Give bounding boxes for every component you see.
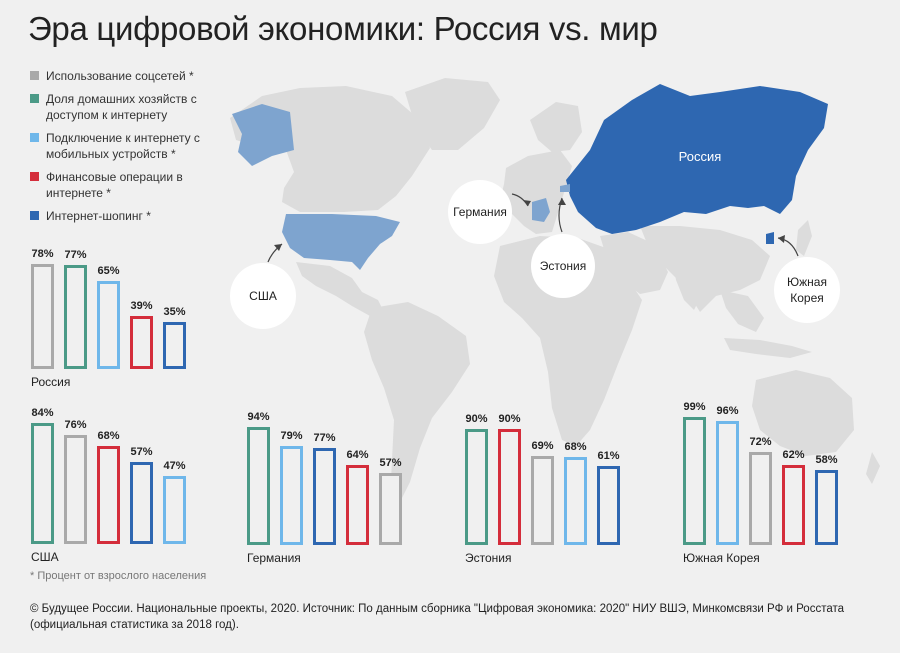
bar-value-label: 57% <box>130 446 153 458</box>
bar <box>498 429 521 545</box>
bar <box>280 446 303 545</box>
source-note: © Будущее России. Национальные проекты, … <box>30 603 845 631</box>
bar-value-label: 65% <box>97 265 120 277</box>
legend-swatch <box>30 172 39 181</box>
country-label: Россия <box>31 375 71 389</box>
alaska-shape <box>232 104 294 166</box>
bar <box>97 446 120 544</box>
bar-value-label: 96% <box>716 405 739 417</box>
label-usa-text: США <box>249 289 277 303</box>
bar <box>31 264 54 369</box>
bar <box>163 476 186 544</box>
bar <box>64 265 87 369</box>
legend-item: Доля домашних хозяйств с доступом к инте… <box>30 91 206 123</box>
bar-value-label: 64% <box>346 449 369 461</box>
bar-value-label: 90% <box>465 413 488 425</box>
bar <box>782 465 805 545</box>
bar <box>683 417 706 545</box>
arrow-heads <box>274 198 785 251</box>
country-label: Эстония <box>465 551 512 565</box>
bar <box>64 435 87 544</box>
bar-value-label: 78% <box>31 248 54 260</box>
bar <box>97 281 120 369</box>
legend-item: Подключение к интернету с мобильных устр… <box>30 130 216 162</box>
bar <box>716 421 739 545</box>
label-estonia-text: Эстония <box>540 259 587 273</box>
bar-value-label: 68% <box>564 441 587 453</box>
country-label: Южная Корея <box>683 551 760 565</box>
germany-shape <box>532 198 550 222</box>
label-germany: Германия <box>448 180 512 244</box>
bar <box>465 429 488 545</box>
label-korea-text-2: Корея <box>790 291 824 305</box>
label-usa: США <box>230 263 296 329</box>
bar <box>163 322 186 369</box>
legend-label: Использование соцсетей * <box>46 69 194 83</box>
label-korea: Южная Корея <box>774 257 840 323</box>
country-label: США <box>31 550 59 564</box>
bar-value-label: 39% <box>130 300 153 312</box>
bar-value-label: 77% <box>64 249 87 261</box>
legend-label: Финансовые операции в интернете * <box>46 170 183 200</box>
bar-value-label: 84% <box>31 407 54 419</box>
legend-label: Доля домашних хозяйств с доступом к инте… <box>46 92 197 122</box>
bar-value-label: 58% <box>815 454 838 466</box>
bar <box>313 448 336 545</box>
legend-swatch <box>30 71 39 80</box>
bar-value-label: 77% <box>313 432 336 444</box>
bar-value-label: 76% <box>64 419 87 431</box>
bar-value-label: 62% <box>782 449 805 461</box>
estonia-shape <box>560 184 570 192</box>
bar <box>130 462 153 544</box>
label-estonia: Эстония <box>531 234 595 298</box>
bar <box>31 423 54 544</box>
legend-item: Финансовые операции в интернете * <box>30 169 186 201</box>
bar-value-label: 94% <box>247 411 270 423</box>
russia-shape <box>566 84 828 234</box>
bar <box>346 465 369 545</box>
label-russia-text: Россия <box>679 149 722 164</box>
bar <box>130 316 153 369</box>
country-label: Германия <box>247 551 301 565</box>
bar-value-label: 57% <box>379 457 402 469</box>
bar-value-label: 69% <box>531 440 554 452</box>
korea-shape <box>766 232 774 244</box>
legend: Использование соцсетей * Доля домашних х… <box>30 68 220 231</box>
bar-value-label: 79% <box>280 430 303 442</box>
bar <box>597 466 620 545</box>
bar-value-label: 47% <box>163 460 186 472</box>
bar <box>815 470 838 545</box>
legend-label: Интернет-шопинг * <box>46 209 151 223</box>
label-germany-text: Германия <box>453 205 507 219</box>
bar <box>531 456 554 545</box>
bar-value-label: 35% <box>163 306 186 318</box>
bar-value-label: 99% <box>683 401 706 413</box>
legend-swatch <box>30 94 39 103</box>
bar-value-label: 68% <box>97 430 120 442</box>
bar <box>564 457 587 545</box>
bar-value-label: 90% <box>498 413 521 425</box>
legend-swatch <box>30 133 39 142</box>
legend-swatch <box>30 211 39 220</box>
legend-label: Подключение к интернету с мобильных устр… <box>46 131 200 161</box>
label-korea-text-1: Южная <box>787 275 827 289</box>
bar-value-label: 72% <box>749 436 772 448</box>
usa-shape <box>282 214 400 270</box>
bar-value-label: 61% <box>597 450 620 462</box>
page-title: Эра цифровой экономики: Россия vs. мир <box>28 10 658 47</box>
bar <box>379 473 402 545</box>
legend-item: Интернет-шопинг * <box>30 208 220 224</box>
bar <box>247 427 270 545</box>
footnote: * Процент от взрослого населения <box>30 570 207 582</box>
legend-item: Использование соцсетей * <box>30 68 220 84</box>
bar <box>749 452 772 545</box>
